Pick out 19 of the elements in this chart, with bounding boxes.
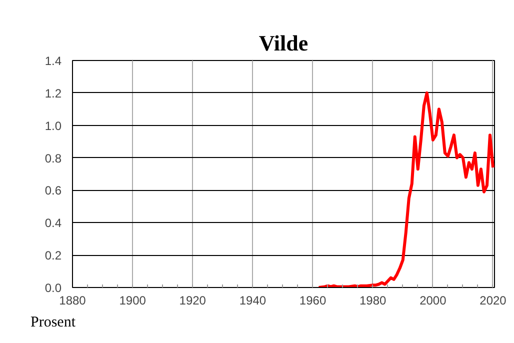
y-tick-label: 1.2 — [44, 86, 62, 100]
line-series — [317, 91, 494, 288]
x-tick-label: 1920 — [179, 294, 206, 308]
x-tick-label: 1960 — [299, 294, 326, 308]
x-tick-label: 1880 — [59, 294, 86, 308]
y-tick-label: 0.0 — [44, 281, 62, 295]
chart-title: Vilde — [258, 30, 308, 56]
y-tick-label: 0.2 — [44, 248, 62, 263]
x-tick-label: 1980 — [360, 294, 387, 308]
y-tick-label: 0.8 — [44, 151, 62, 166]
y-tick-label: 0.6 — [44, 184, 62, 198]
y-tick-label: 0.4 — [44, 216, 62, 230]
x-tick-label: 1940 — [239, 294, 266, 308]
x-tick-label: 2000 — [420, 294, 447, 308]
x-tick-label: 2020 — [480, 294, 507, 308]
y-tick-label: 1.0 — [44, 118, 62, 133]
x-tick-label: 1900 — [119, 294, 146, 308]
y-tick-label: 1.4 — [44, 54, 62, 68]
y-axis-title: Prosent — [30, 314, 76, 330]
